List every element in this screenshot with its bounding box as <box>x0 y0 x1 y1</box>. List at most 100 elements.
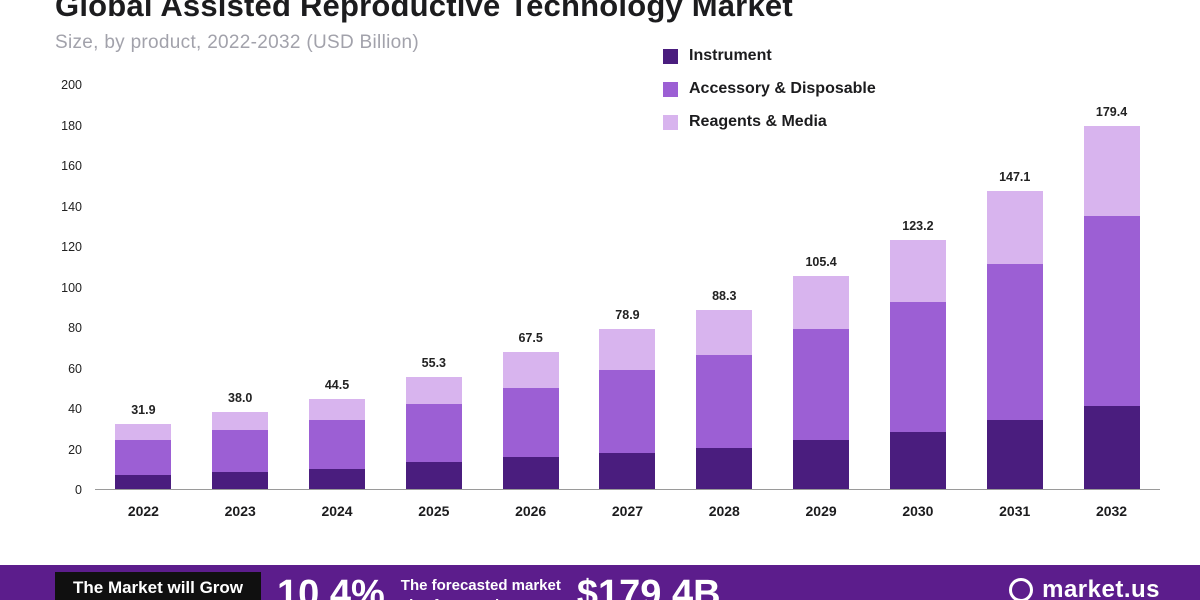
bar-total-label: 147.1 <box>999 170 1031 185</box>
bar-segment-accessory-disposable <box>599 369 656 453</box>
y-tick-label: 180 <box>61 118 82 133</box>
legend-swatch-instrument <box>663 48 678 64</box>
legend-label-reagents-media: Reagents & Media <box>689 113 827 130</box>
x-axis-label-2028: 2028 <box>708 503 740 519</box>
footer-cagr-value: 10.4% <box>277 573 385 600</box>
bar-total-label: 105.4 <box>805 254 837 269</box>
bar-segment-reagents-media <box>1083 125 1140 216</box>
x-axis-label-2029: 2029 <box>805 503 837 519</box>
bar-total-label: 38.0 <box>228 391 253 406</box>
bar-segment-reagents-media <box>309 398 366 421</box>
y-axis: 0 20 40 60 80 100 120 140 160 180 200 <box>30 78 82 497</box>
bar-segment-accessory-disposable <box>405 403 462 462</box>
bar-segment-accessory-disposable <box>696 355 753 448</box>
footer-grow-line1: The Market will Grow <box>73 578 244 597</box>
x-axis-label-2027: 2027 <box>611 503 644 519</box>
bar-segment-accessory-disposable <box>115 440 172 475</box>
bar-group-2029: 105.4 <box>793 85 850 489</box>
legend-item-reagents-media: Reagents & Media <box>663 113 876 131</box>
bar-segment-accessory-disposable <box>793 329 850 441</box>
bar-segment-reagents-media <box>793 275 850 330</box>
y-tick-label: 0 <box>75 483 82 497</box>
y-tick-label: 100 <box>61 280 82 295</box>
chart-header: Global Assisted Reproductive Technology … <box>55 0 793 54</box>
bar-group-2028: 88.3 <box>696 85 753 489</box>
bar-segment-reagents-media <box>599 329 656 370</box>
bar-group-2032: 179.4 <box>1083 85 1140 489</box>
bar-segment-reagents-media <box>212 412 269 431</box>
legend-label-instrument: Instrument <box>689 47 772 64</box>
y-tick-label: 20 <box>68 442 82 457</box>
bar-segment-instrument <box>696 447 753 489</box>
x-axis-label-2030: 2030 <box>902 503 934 519</box>
brand-circle-icon <box>1009 578 1034 600</box>
x-axis-label-2024: 2024 <box>321 503 353 519</box>
y-tick-label: 40 <box>68 402 82 416</box>
bar-segment-reagents-media <box>405 377 462 404</box>
bar-group-2027: 78.9 <box>599 85 656 489</box>
bar-total-label: 78.9 <box>615 308 640 323</box>
bar-group-2022: 31.9 <box>115 85 172 489</box>
bar-segment-instrument <box>405 461 462 489</box>
y-tick-label: 120 <box>61 240 82 254</box>
x-axis-label-2022: 2022 <box>127 503 159 519</box>
y-tick-label: 140 <box>61 199 82 214</box>
market-us-logo: market.us <box>1009 576 1160 600</box>
bar-segment-reagents-media <box>696 310 753 356</box>
bar-total-label: 44.5 <box>324 377 350 392</box>
legend-label-accessory-disposable: Accessory & Disposable <box>689 80 876 97</box>
y-tick-label: 160 <box>61 159 82 173</box>
footer-banner: The Market will Grow At the CAGR of: 10.… <box>0 565 1200 600</box>
legend-item-instrument: Instrument <box>663 47 876 65</box>
footer-forecast-label: The forecasted market size for 2032 in U… <box>401 576 561 600</box>
bar-group-2026: 67.5 <box>502 85 559 489</box>
footer-forecast-line1: The forecasted market <box>400 577 561 594</box>
footer-forecast-line2: size for 2032 in USD: <box>401 596 561 600</box>
plot-area: 31.9 38.0 44.5 55.3 67.5 78.9 88.3 105.4 123.2 14… <box>95 85 1160 490</box>
bar-segment-instrument <box>309 468 366 489</box>
bar-segment-instrument <box>115 474 172 489</box>
bar-segment-instrument <box>889 432 946 489</box>
bar-group-2025: 55.3 <box>405 85 462 489</box>
footer-forecast-value: $179.4B <box>576 573 721 600</box>
bar-segment-accessory-disposable <box>309 420 366 469</box>
x-axis-labels: 2022 2023 2024 2025 2026 2027 2028 2029 2030 2031… <box>95 503 1160 519</box>
legend-item-accessory-disposable: Accessory & Disposable <box>663 80 876 98</box>
chart-subtitle: Size, by product, 2022-2032 (USD Billion… <box>55 32 419 53</box>
bar-segment-reagents-media <box>502 352 559 388</box>
y-tick-label: 200 <box>61 78 82 92</box>
bar-segment-instrument <box>212 471 269 489</box>
bar-segment-reagents-media <box>115 424 172 441</box>
bar-total-label: 179.4 <box>1095 104 1128 119</box>
bar-segment-instrument <box>1083 405 1140 489</box>
x-axis-label-2023: 2023 <box>224 503 256 519</box>
bar-segment-instrument <box>599 452 656 489</box>
bar-segment-instrument <box>502 456 559 489</box>
legend-swatch-accessory-disposable <box>663 81 678 97</box>
bar-segment-instrument <box>793 440 850 489</box>
bar-segment-reagents-media <box>986 191 1043 265</box>
bar-total-label: 31.9 <box>131 403 156 418</box>
x-axis-label-2025: 2025 <box>418 503 450 519</box>
y-tick-label: 60 <box>68 361 82 376</box>
bar-total-label: 67.5 <box>518 331 543 346</box>
footer-grow-box: The Market will Grow At the CAGR of: <box>55 572 262 600</box>
brand-name: market.us <box>1042 576 1160 600</box>
legend-swatch-reagents-media <box>663 114 678 130</box>
bar-segment-accessory-disposable <box>986 264 1043 421</box>
legend: Instrument Accessory & Disposable Reagen… <box>663 47 876 131</box>
page-title: Global Assisted Reproductive Technology … <box>55 0 793 23</box>
x-axis-label-2031: 2031 <box>999 503 1031 519</box>
bar-total-label: 55.3 <box>421 356 447 371</box>
bar-segment-instrument <box>986 420 1043 489</box>
bar-total-label: 88.3 <box>712 289 737 304</box>
bar-total-label: 123.2 <box>902 218 934 233</box>
bar-segment-accessory-disposable <box>889 301 946 433</box>
bar-group-2031: 147.1 <box>986 85 1043 489</box>
bar-segment-reagents-media <box>889 239 946 302</box>
bar-group-2023: 38.0 <box>212 85 269 489</box>
x-axis-label-2032: 2032 <box>1095 503 1128 519</box>
bar-group-2024: 44.5 <box>309 85 366 489</box>
x-axis-label-2026: 2026 <box>515 503 547 519</box>
bar-segment-accessory-disposable <box>212 430 269 472</box>
